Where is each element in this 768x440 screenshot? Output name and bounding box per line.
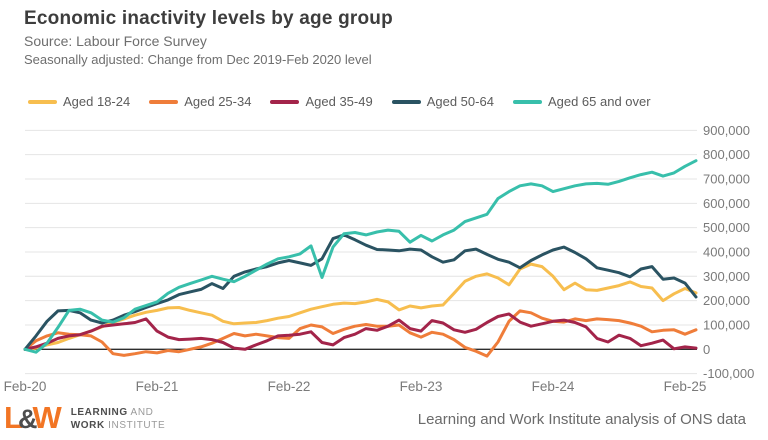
logo-word-learning: LEARNING [70, 406, 128, 418]
x-tick-label: Feb-23 [400, 379, 443, 394]
y-tick-label: 900,000 [703, 123, 750, 138]
legend-swatch [149, 99, 179, 104]
lw-logo-mark: L & W [4, 400, 62, 435]
y-tick-label: 0 [703, 342, 710, 357]
legend-item-aged-65-and-over: Aged 65 and over [512, 94, 651, 109]
legend-item-aged-25-34: Aged 25-34 [149, 94, 251, 109]
logo-ampersand-icon: & [17, 404, 38, 434]
legend-swatch [28, 99, 57, 104]
legend-label: Aged 50-64 [426, 94, 494, 109]
legend-label: Aged 18-24 [63, 94, 131, 109]
series-line-aged-25-34 [23, 309, 698, 358]
series-line-aged-65-and-over [23, 159, 698, 354]
page-title: Economic inactivity levels by age group [24, 8, 393, 29]
attribution-text: Learning and Work Institute analysis of … [417, 411, 746, 428]
logo-word-institute: INSTITUTE [104, 419, 166, 431]
legend-swatch [512, 99, 542, 104]
lw-institute-logo: L & W LEARNING AND WORK INSTITUTE [4, 400, 166, 435]
legend-label: Aged 25-34 [184, 94, 252, 109]
x-tick-label: Feb-22 [268, 379, 311, 394]
chart-header: Economic inactivity levels by age group … [24, 8, 393, 67]
x-tick-label: Feb-24 [532, 379, 575, 394]
y-tick-label: 600,000 [703, 196, 750, 211]
y-tick-label: 200,000 [703, 293, 750, 308]
y-tick-label: 800,000 [703, 147, 750, 162]
y-tick-label: 300,000 [703, 269, 750, 284]
logo-letter-l: L [4, 400, 23, 435]
adjustment-note: Seasonally adjusted: Change from Dec 201… [24, 52, 372, 67]
series-line-aged-35-49 [23, 312, 698, 351]
y-tick-label: 500,000 [703, 220, 750, 235]
source-subtitle: Source: Labour Force Survey [24, 33, 207, 49]
legend-swatch [391, 99, 421, 104]
legend-swatch [270, 99, 300, 104]
legend-label: Aged 65 and over [547, 94, 651, 109]
series-line-aged-18-24 [23, 262, 698, 351]
legend-item-aged-50-64: Aged 50-64 [391, 94, 494, 109]
legend-label: Aged 35-49 [305, 94, 373, 109]
logo-wordmark: LEARNING AND WORK INSTITUTE [71, 406, 166, 432]
series-line-aged-50-64 [23, 233, 698, 351]
logo-letter-w: W [32, 400, 62, 435]
logo-word-work: WORK [70, 419, 105, 431]
x-tick-label: Feb-25 [664, 379, 707, 394]
y-tick-label: 100,000 [703, 317, 750, 332]
y-tick-label: -100,000 [703, 366, 754, 381]
chart-legend: Aged 18-24 Aged 25-34 Aged 35-49 Aged 50-64… [28, 94, 651, 109]
x-tick-label: Feb-20 [4, 379, 47, 394]
logo-word-and: AND [127, 406, 154, 418]
legend-item-aged-18-24: Aged 18-24 [28, 94, 130, 109]
y-tick-label: 400,000 [703, 244, 750, 259]
y-tick-label: 700,000 [703, 171, 750, 186]
legend-item-aged-35-49: Aged 35-49 [270, 94, 373, 109]
x-tick-label: Feb-21 [136, 379, 179, 394]
